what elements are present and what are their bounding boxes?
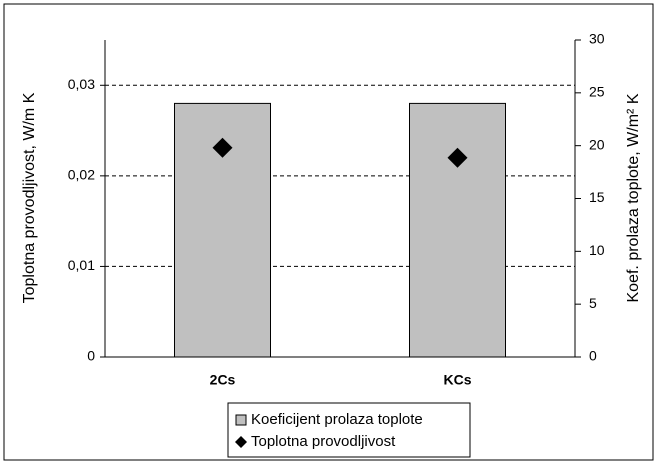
y2-tick-label: 5 [589,295,597,311]
bar [409,102,506,358]
y2-tick-label: 20 [589,136,605,152]
y2-tick-label: 10 [589,242,605,258]
y-axis-label: Toplotna provodljivost, W/m K [21,92,38,303]
y-tick-label: 0,01 [68,257,95,273]
y2-axis-label: Koef. prolaza toplote, W/m² K [625,93,642,302]
y-tick-label: 0,02 [68,167,95,183]
y2-tick-label: 25 [589,84,605,100]
y2-tick-label: 15 [589,189,605,205]
y-tick-label: 0,03 [68,76,95,92]
legend-swatch [235,414,247,426]
chart-border [3,3,654,461]
legend-label: Koeficijent prolaza toplote [251,411,423,428]
x-tick-label: 2Cs [210,372,236,388]
legend-box [227,402,471,458]
marker [447,147,468,168]
marker [212,137,233,158]
y-tick-label: 0 [87,348,95,364]
legend-swatch [235,436,247,448]
x-tick-label: KCs [443,372,471,388]
y2-tick-label: 0 [589,348,597,364]
legend-label: Toplotna provodljivost [251,433,396,450]
y2-tick-label: 30 [589,31,605,47]
